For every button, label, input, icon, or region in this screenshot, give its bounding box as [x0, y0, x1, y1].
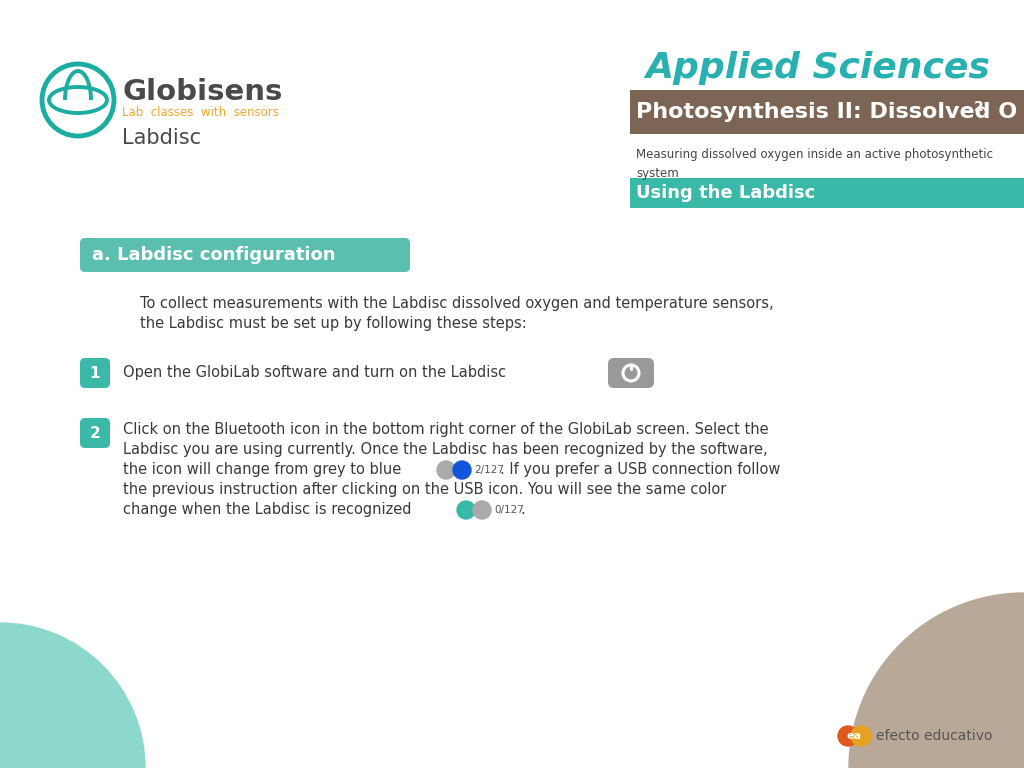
Text: the previous instruction after clicking on the USB icon. You will see the same c: the previous instruction after clicking … [123, 482, 726, 497]
Circle shape [437, 461, 455, 479]
Text: 2: 2 [90, 425, 100, 441]
Text: Open the GlobiLab software and turn on the Labdisc: Open the GlobiLab software and turn on t… [123, 366, 506, 380]
Text: a. Labdisc configuration: a. Labdisc configuration [92, 246, 336, 264]
Circle shape [473, 501, 490, 519]
Text: the icon will change from grey to blue: the icon will change from grey to blue [123, 462, 401, 477]
Circle shape [457, 501, 475, 519]
Text: Labdisc: Labdisc [122, 128, 201, 148]
Circle shape [453, 461, 471, 479]
Text: Labdisc you are using currently. Once the Labdisc has been recognized by the sof: Labdisc you are using currently. Once th… [123, 442, 768, 457]
Text: Using the Labdisc: Using the Labdisc [636, 184, 815, 202]
Text: ea: ea [847, 731, 861, 741]
Text: efecto educativo: efecto educativo [876, 729, 992, 743]
Circle shape [0, 623, 145, 768]
FancyBboxPatch shape [80, 358, 110, 388]
Circle shape [838, 726, 858, 746]
Text: 2: 2 [974, 100, 984, 114]
Text: Measuring dissolved oxygen inside an active photosynthetic
system: Measuring dissolved oxygen inside an act… [636, 148, 993, 180]
Circle shape [849, 593, 1024, 768]
Circle shape [851, 726, 871, 746]
Text: .: . [520, 502, 524, 517]
Text: 0/127: 0/127 [494, 505, 524, 515]
FancyBboxPatch shape [80, 418, 110, 448]
FancyBboxPatch shape [630, 178, 1024, 208]
Text: change when the Labdisc is recognized: change when the Labdisc is recognized [123, 502, 412, 517]
Text: 1: 1 [90, 366, 100, 380]
Text: Lab  classes  with  sensors: Lab classes with sensors [122, 107, 279, 120]
FancyBboxPatch shape [80, 238, 410, 272]
FancyBboxPatch shape [608, 358, 654, 388]
Text: Photosynthesis II: Dissolved O: Photosynthesis II: Dissolved O [636, 102, 1017, 122]
Text: the Labdisc must be set up by following these steps:: the Labdisc must be set up by following … [140, 316, 526, 331]
FancyBboxPatch shape [630, 90, 1024, 134]
Text: . If you prefer a USB connection follow: . If you prefer a USB connection follow [500, 462, 780, 477]
Text: To collect measurements with the Labdisc dissolved oxygen and temperature sensor: To collect measurements with the Labdisc… [140, 296, 773, 311]
Text: Applied Sciences: Applied Sciences [645, 51, 990, 85]
Text: Globisens: Globisens [122, 78, 283, 106]
Text: 2/127: 2/127 [474, 465, 504, 475]
Text: Click on the Bluetooth icon in the bottom right corner of the GlobiLab screen. S: Click on the Bluetooth icon in the botto… [123, 422, 769, 437]
